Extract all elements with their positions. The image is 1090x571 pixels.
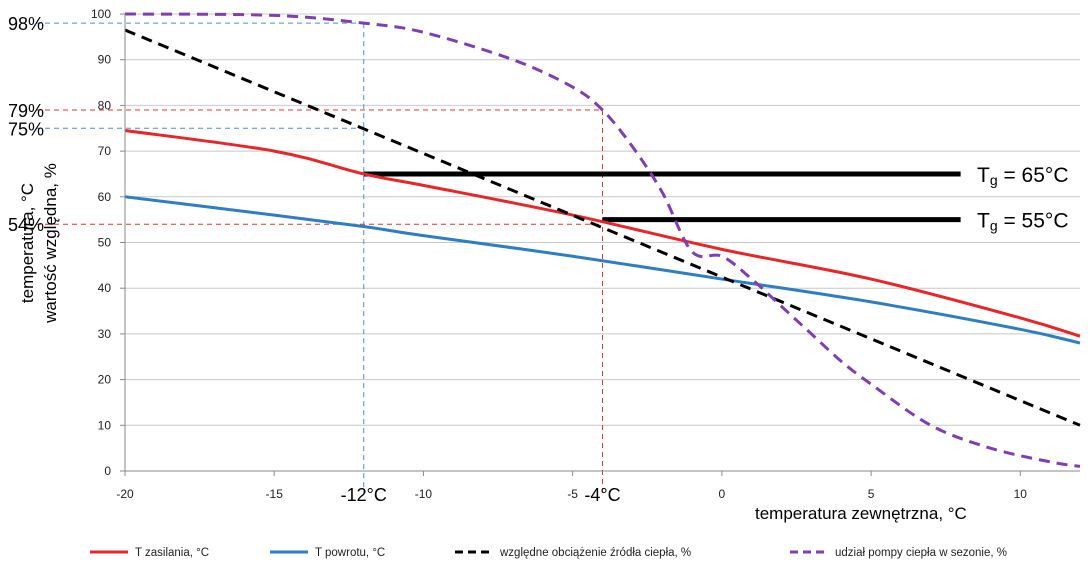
x-tick-label-0: 0 [719, 487, 726, 501]
y-tick-label-40: 40 [98, 281, 112, 295]
legend-label-1: T powrotu, °C [315, 547, 385, 559]
threshold-label-base: T [977, 210, 990, 233]
y-tick-label-70: 70 [98, 144, 112, 158]
x-tick-label-5: 5 [868, 487, 875, 501]
legend: T zasilania, °C T powrotu, °C względne obc… [90, 547, 1007, 559]
legend-label-3: udział pompy ciepła w sezonie, % [835, 547, 1007, 559]
series-layer [124, 12, 1081, 468]
x-tick-label-10: 10 [1014, 487, 1028, 501]
x-tick-label--20: -20 [116, 487, 134, 501]
axis-layer: 0 10 20 30 40 50 60 70 80 90 100 -20 -15 -10 -5 0 5 10 [91, 7, 1080, 501]
legend-label-0: T zasilania, °C [135, 547, 209, 559]
threshold-label-subscript: g [990, 218, 998, 234]
threshold-label-value: = 55°C [998, 210, 1069, 233]
threshold-label-0: Tg = 65°C [977, 164, 1068, 188]
y-axis-title-line-2: wartość względna, % [41, 163, 60, 324]
annotation-y-1: 79% [8, 101, 44, 121]
threshold-label-subscript: g [990, 172, 998, 188]
y-tick-label-20: 20 [98, 373, 112, 387]
y-tick-label-50: 50 [98, 236, 112, 250]
y-tick-label-0: 0 [104, 464, 111, 478]
series-line-0 [124, 129, 1081, 338]
annotation-y-2: 75% [8, 119, 44, 139]
y-tick-label-100: 100 [91, 7, 111, 21]
y-tick-label-80: 80 [98, 98, 112, 112]
y-tick-label-90: 90 [98, 53, 112, 67]
annotation-y-3: 54% [8, 215, 44, 235]
x-tick-label--5: -5 [567, 487, 578, 501]
series-line-1 [124, 195, 1081, 345]
annotation-x-5: -4°C [584, 485, 620, 505]
threshold-bars-layer [363, 171, 961, 223]
threshold-label-value: = 65°C [998, 164, 1069, 187]
x-axis-title: temperatura zewnętrzna, °C [755, 504, 967, 523]
y-tick-label-10: 10 [98, 418, 112, 432]
x-tick-label--10: -10 [415, 487, 433, 501]
legend-label-2: względne obciążenie źródła ciepła, % [499, 547, 691, 559]
annotation-y-0: 98% [8, 14, 44, 34]
grid-layer [125, 13, 1080, 472]
y-tick-label-60: 60 [98, 190, 112, 204]
text-layer: Tg = 65°CTg = 55°C98%79%75%54%-12°C -4°Ct… [8, 14, 1068, 523]
threshold-label-base: T [977, 164, 990, 187]
series-line-2 [124, 28, 1081, 427]
y-tick-label-30: 30 [98, 327, 112, 341]
y-axis-title-line-1: temperatura, °C [18, 183, 37, 303]
reference-lines-layer [36, 22, 603, 493]
threshold-label-1: Tg = 55°C [977, 210, 1068, 234]
annotation-x-4: -12°C [341, 485, 387, 505]
x-tick-label--15: -15 [266, 487, 284, 501]
